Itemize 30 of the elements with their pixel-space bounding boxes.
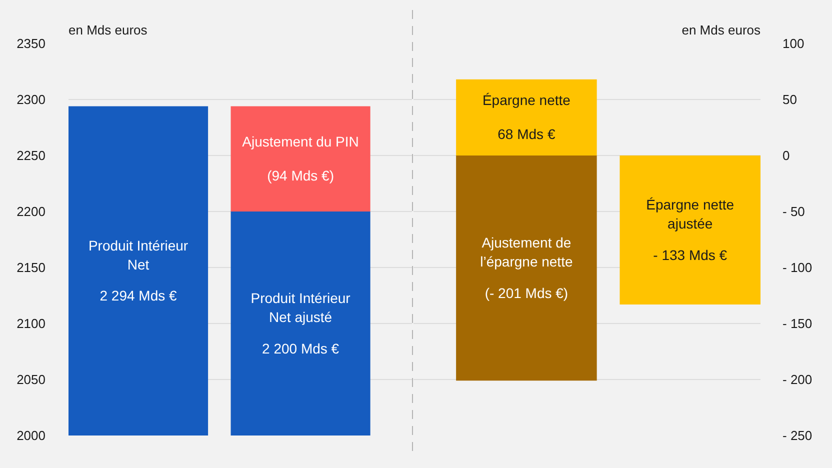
series-label: Ajustement de l’épargne nette	[480, 234, 573, 270]
y-tick-label: 2200	[16, 204, 46, 219]
y-tick-label: 2100	[16, 316, 46, 331]
y2-tick-label: 0	[782, 148, 790, 163]
y-axis-title: en Mds euros	[68, 22, 148, 38]
series-label: Épargne nette ajustée	[646, 196, 734, 232]
y2-tick-label: - 100	[782, 260, 812, 275]
series-label: Épargne nette	[482, 92, 571, 108]
data-label: 2 294 Mds €	[100, 288, 178, 304]
series-label: Ajustement du PIN	[242, 134, 359, 150]
y2-tick-label: 100	[782, 36, 804, 51]
data-label: 2 200 Mds €	[262, 340, 340, 356]
data-label: - 133 Mds €	[653, 246, 728, 263]
data-label: (94 Mds €)	[267, 167, 334, 184]
y2-tick-label: - 250	[782, 428, 812, 443]
y-tick-label: 2050	[16, 372, 46, 387]
y2-axis-title: en Mds euros	[682, 22, 761, 38]
y2-tick-label: - 150	[782, 316, 812, 331]
series-label: Produit Intérieur Net ajusté	[250, 290, 351, 326]
y-tick-label: 2250	[16, 148, 46, 163]
y-tick-label: 2350	[16, 36, 46, 51]
y-tick-label: 2000	[16, 428, 46, 443]
y-tick-label: 2150	[16, 260, 46, 275]
y2-tick-label: - 200	[782, 372, 812, 387]
y2-tick-label: - 50	[782, 204, 805, 219]
data-label: 68 Mds €	[498, 126, 556, 142]
data-label: (- 201 Mds €)	[484, 284, 568, 301]
series-label: Produit Intérieur Net	[88, 237, 188, 272]
y2-tick-label: 50	[782, 92, 797, 107]
y-tick-label: 2300	[16, 92, 46, 107]
